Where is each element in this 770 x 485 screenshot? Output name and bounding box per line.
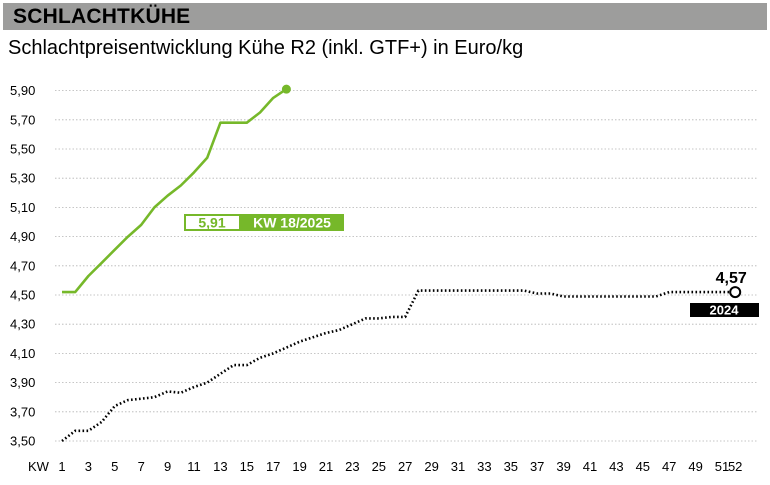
label-value-bg-2025 bbox=[186, 216, 239, 229]
series-line-2024 bbox=[61, 289, 736, 443]
x-tick-label: 3 bbox=[85, 459, 92, 474]
value-label-2025: 5,91 bbox=[198, 215, 225, 231]
x-tick-label: 11 bbox=[187, 459, 201, 474]
x-tick-label: 13 bbox=[213, 459, 227, 474]
header-bar: SCHLACHTKÜHE bbox=[3, 3, 767, 30]
x-tick-label: 9 bbox=[164, 459, 171, 474]
y-tick-label: 5,30 bbox=[10, 171, 35, 186]
x-tick-label: 1 bbox=[58, 459, 65, 474]
x-axis-label: KW bbox=[28, 459, 50, 474]
y-tick-label: 5,50 bbox=[10, 142, 35, 157]
period-label-2025: KW 18/2025 bbox=[253, 215, 331, 231]
value-label-2024: 4,57 bbox=[716, 270, 747, 287]
x-tick-label: 7 bbox=[138, 459, 145, 474]
header-title: SCHLACHTKÜHE bbox=[13, 5, 191, 28]
y-tick-label: 4,70 bbox=[10, 258, 35, 273]
y-tick-label: 3,70 bbox=[10, 404, 35, 419]
y-tick-label: 5,70 bbox=[10, 112, 35, 127]
x-tick-label: 49 bbox=[688, 459, 702, 474]
y-tick-label: 4,90 bbox=[10, 229, 35, 244]
x-tick-label: 51 bbox=[715, 459, 729, 474]
y-tick-label: 5,90 bbox=[10, 83, 35, 98]
x-tick-label: 37 bbox=[530, 459, 544, 474]
x-tick-label: 43 bbox=[609, 459, 623, 474]
y-tick-label: 4,50 bbox=[10, 288, 35, 303]
y-tick-label: 4,10 bbox=[10, 346, 35, 361]
x-tick-label: 45 bbox=[636, 459, 650, 474]
x-tick-label: 19 bbox=[292, 459, 306, 474]
x-tick-label: 15 bbox=[240, 459, 254, 474]
period-label-2024: 2024 bbox=[710, 303, 740, 318]
chart-title: Schlachtpreisentwicklung Kühe R2 (inkl. … bbox=[8, 37, 524, 59]
x-tick-label: 29 bbox=[424, 459, 438, 474]
x-tick-label: 39 bbox=[556, 459, 570, 474]
x-tick-label: 35 bbox=[504, 459, 518, 474]
x-tick-label: 25 bbox=[372, 459, 386, 474]
x-tick-label: 52 bbox=[728, 459, 742, 474]
x-tick-label: 21 bbox=[319, 459, 333, 474]
x-tick-label: 27 bbox=[398, 459, 412, 474]
x-tick-label: 41 bbox=[583, 459, 597, 474]
series-endpoint-2024 bbox=[729, 286, 742, 299]
x-tick-label: 31 bbox=[451, 459, 465, 474]
x-tick-label: 5 bbox=[111, 459, 118, 474]
y-tick-label: 4,30 bbox=[10, 317, 35, 332]
y-tick-label: 3,90 bbox=[10, 375, 35, 390]
x-tick-label: 33 bbox=[477, 459, 491, 474]
y-tick-label: 5,10 bbox=[10, 200, 35, 215]
x-tick-label: 47 bbox=[662, 459, 676, 474]
x-tick-label: 23 bbox=[345, 459, 359, 474]
y-tick-label: 3,50 bbox=[10, 434, 35, 449]
series-line-2025 bbox=[62, 88, 288, 294]
label-box-2024 bbox=[690, 303, 759, 317]
series-endpoint-2025 bbox=[281, 84, 291, 94]
x-tick-label: 17 bbox=[266, 459, 280, 474]
